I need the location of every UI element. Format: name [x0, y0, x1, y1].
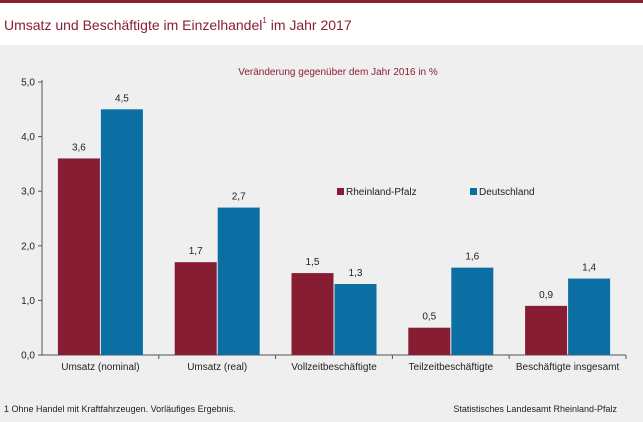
- chart-title-suffix: im Jahr 2017: [266, 17, 352, 33]
- data-label: 0,9: [539, 290, 553, 301]
- y-tick-label: 2,0: [21, 241, 35, 252]
- bar-deutschland: [217, 207, 260, 355]
- chart-title: Umsatz und Beschäftigte im Einzelhandel1…: [4, 16, 352, 33]
- bar-deutschland: [451, 267, 494, 355]
- bar-rheinland-pfalz: [408, 327, 451, 355]
- x-tick-label: Teilzeitbeschäftigte: [409, 362, 494, 373]
- x-tick-label: Vollzeitbeschäftigte: [291, 362, 377, 373]
- legend-label: Rheinland-Pfalz: [346, 187, 417, 198]
- data-label: 0,5: [422, 312, 436, 323]
- x-tick-label: Umsatz (real): [187, 362, 247, 373]
- bar-deutschland: [334, 284, 377, 355]
- legend-swatch: [337, 188, 344, 195]
- bar-rheinland-pfalz: [525, 305, 568, 355]
- y-tick-label: 0,0: [21, 351, 35, 362]
- bar-deutschland: [100, 109, 143, 355]
- data-label: 4,5: [115, 93, 129, 104]
- data-label: 1,6: [465, 252, 479, 263]
- y-tick-label: 5,0: [21, 78, 35, 89]
- bar-rheinland-pfalz: [291, 273, 334, 355]
- footnote: 1 Ohne Handel mit Kraftfahrzeugen. Vorlä…: [4, 404, 236, 414]
- data-label: 3,6: [72, 142, 86, 153]
- legend-label: Deutschland: [479, 187, 535, 198]
- y-tick-label: 4,0: [21, 132, 35, 143]
- chart-title-text: Umsatz und Beschäftigte im Einzelhandel: [4, 17, 263, 33]
- data-label: 1,4: [582, 263, 596, 274]
- chart-subtitle: Veränderung gegenüber dem Jahr 2016 in %: [238, 67, 438, 78]
- data-label: 1,5: [306, 257, 320, 268]
- data-label: 1,3: [349, 268, 363, 279]
- y-tick-label: 1,0: [21, 296, 35, 307]
- y-tick-label: 3,0: [21, 187, 35, 198]
- bar-rheinland-pfalz: [174, 262, 217, 355]
- legend-swatch: [470, 188, 477, 195]
- bar-deutschland: [568, 278, 611, 355]
- bar-rheinland-pfalz: [57, 158, 100, 355]
- top-accent-line: [0, 0, 643, 3]
- x-tick-label: Beschäftigte insgesamt: [516, 362, 620, 373]
- data-label: 2,7: [232, 192, 246, 203]
- footnote-marker: 1: [262, 16, 267, 25]
- x-tick-label: Umsatz (nominal): [61, 362, 139, 373]
- data-label: 1,7: [189, 246, 203, 257]
- source-label: Statistisches Landesamt Rheinland-Pfalz: [453, 404, 617, 414]
